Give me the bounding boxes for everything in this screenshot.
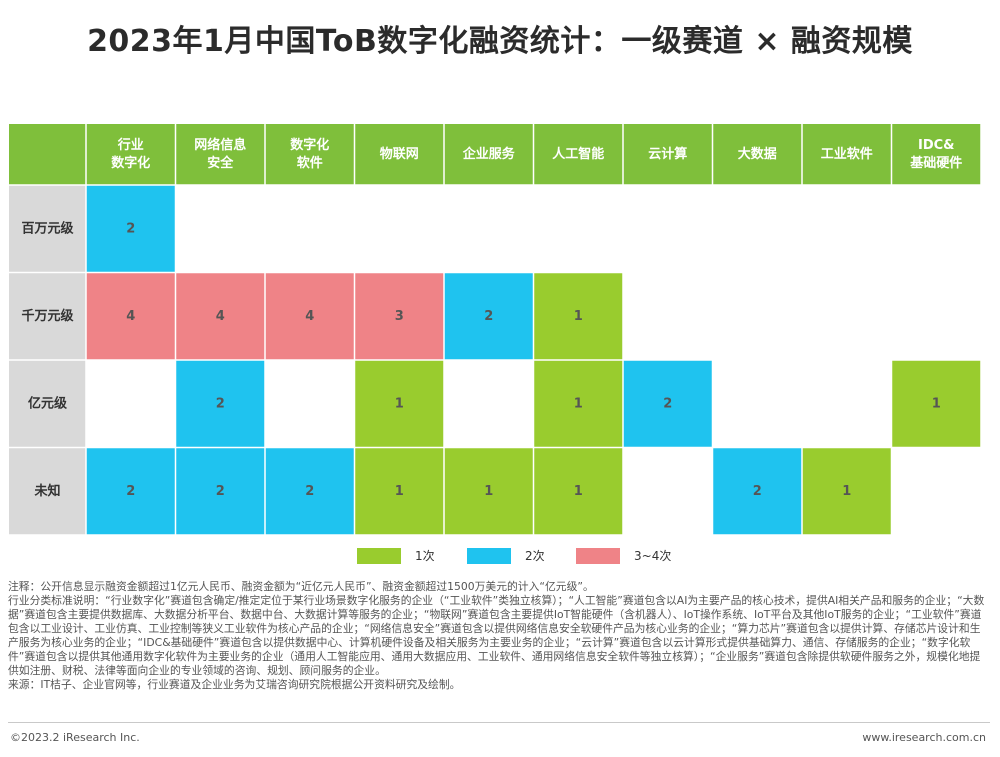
cell-3-0 bbox=[86, 447, 176, 535]
legend-label-3-4: 3~4次 bbox=[634, 549, 672, 563]
cell-1-5 bbox=[533, 272, 623, 360]
cell-label-1-5: 1 bbox=[574, 309, 583, 324]
cell-label-2-9: 1 bbox=[932, 396, 941, 411]
row-header-bg-3 bbox=[9, 447, 86, 535]
cell-label-1-1: 4 bbox=[216, 309, 225, 324]
cell-2-1 bbox=[175, 360, 265, 448]
row-header-bg-0 bbox=[9, 185, 86, 273]
column-header-3: 物联网 bbox=[380, 146, 419, 162]
column-header-4: 企业服务 bbox=[462, 146, 516, 162]
cell-1-1 bbox=[175, 272, 265, 360]
column-header-2-line2: 软件 bbox=[297, 155, 323, 171]
column-header-6: 云计算 bbox=[648, 146, 687, 162]
cell-label-2-5: 1 bbox=[574, 396, 583, 411]
legend-label-1: 1次 bbox=[415, 549, 435, 563]
cell-label-3-2: 2 bbox=[305, 484, 314, 499]
column-header-8: 工业软件 bbox=[821, 146, 873, 162]
cell-2-5 bbox=[533, 360, 623, 448]
cell-3-4 bbox=[444, 447, 534, 535]
column-header-0-line2: 数字化 bbox=[111, 155, 150, 171]
cell-label-1-0: 4 bbox=[126, 309, 135, 324]
cell-2-9 bbox=[891, 360, 981, 448]
column-header-0-line1: 行业 bbox=[117, 137, 144, 153]
row-header-bg-2 bbox=[9, 360, 86, 448]
chart-legend: 1次 2次 3~4次 bbox=[0, 545, 1000, 567]
column-header-2-line1: 数字化 bbox=[290, 137, 329, 153]
cell-label-3-8: 1 bbox=[842, 484, 851, 499]
legend-swatch-3-4 bbox=[576, 548, 620, 564]
cell-3-8 bbox=[802, 447, 892, 535]
cell-2-3 bbox=[354, 360, 444, 448]
cell-1-3 bbox=[354, 272, 444, 360]
cell-0-0 bbox=[86, 185, 176, 273]
header-band bbox=[9, 124, 981, 185]
cell-label-0-0: 2 bbox=[126, 221, 135, 236]
row-header-2: 亿元级 bbox=[28, 395, 68, 411]
legend-swatch-1 bbox=[357, 548, 401, 564]
cell-3-3 bbox=[354, 447, 444, 535]
notes-block: 注释：公开信息显示融资金额超过1亿元人民币、融资金额为“近亿元人民币”、融资金额… bbox=[8, 580, 990, 692]
cell-label-3-7: 2 bbox=[753, 484, 762, 499]
cell-1-2 bbox=[265, 272, 355, 360]
cell-3-2 bbox=[265, 447, 355, 535]
column-header-5: 人工智能 bbox=[552, 146, 604, 162]
cell-label-2-1: 2 bbox=[216, 396, 225, 411]
column-header-7: 大数据 bbox=[738, 146, 777, 162]
column-header-9-line1: IDC& bbox=[918, 138, 955, 153]
cell-1-0 bbox=[86, 272, 176, 360]
column-header-1-line1: 网络信息 bbox=[194, 137, 246, 153]
cell-label-1-3: 3 bbox=[395, 309, 404, 324]
footer-website: www.iresearch.com.cn bbox=[862, 731, 986, 744]
footer-divider bbox=[8, 722, 990, 723]
note-classification: 行业分类标准说明：“行业数字化”赛道包含确定/推定定位于某行业场景数字化服务的企… bbox=[8, 594, 985, 677]
cell-label-3-1: 2 bbox=[216, 484, 225, 499]
cell-label-3-4: 1 bbox=[484, 484, 493, 499]
cell-label-2-6: 2 bbox=[663, 396, 672, 411]
footer-copyright: ©2023.2 iResearch Inc. bbox=[10, 731, 140, 744]
cell-3-7 bbox=[712, 447, 802, 535]
note-threshold: 注释：公开信息显示融资金额超过1亿元人民币、融资金额为“近亿元人民币”、融资金额… bbox=[8, 580, 594, 593]
cell-label-2-3: 1 bbox=[395, 396, 404, 411]
cell-3-5 bbox=[533, 447, 623, 535]
note-source: 来源：IT桔子、企业官网等，行业赛道及企业业务为艾瑞咨询研究院根据公开资料研究及… bbox=[8, 678, 461, 691]
cell-label-3-0: 2 bbox=[126, 484, 135, 499]
cell-1-4 bbox=[444, 272, 534, 360]
row-header-bg-1 bbox=[9, 272, 86, 360]
cell-2-6 bbox=[623, 360, 713, 448]
cell-3-1 bbox=[175, 447, 265, 535]
chart-title: 2023年1月中国ToB数字化融资统计：一级赛道 × 融资规模 bbox=[87, 24, 913, 59]
cell-label-3-3: 1 bbox=[395, 484, 404, 499]
cell-label-1-2: 4 bbox=[305, 309, 314, 324]
column-header-9-line2: 基础硬件 bbox=[909, 155, 962, 171]
column-header-1-line2: 安全 bbox=[207, 155, 234, 171]
legend-swatch-2 bbox=[467, 548, 511, 564]
cell-label-1-4: 2 bbox=[484, 309, 493, 324]
row-header-3: 未知 bbox=[33, 483, 60, 499]
row-header-0: 百万元级 bbox=[21, 220, 74, 236]
legend-label-2: 2次 bbox=[525, 549, 545, 563]
row-header-1: 千万元级 bbox=[21, 308, 74, 324]
cell-label-3-5: 1 bbox=[574, 484, 583, 499]
